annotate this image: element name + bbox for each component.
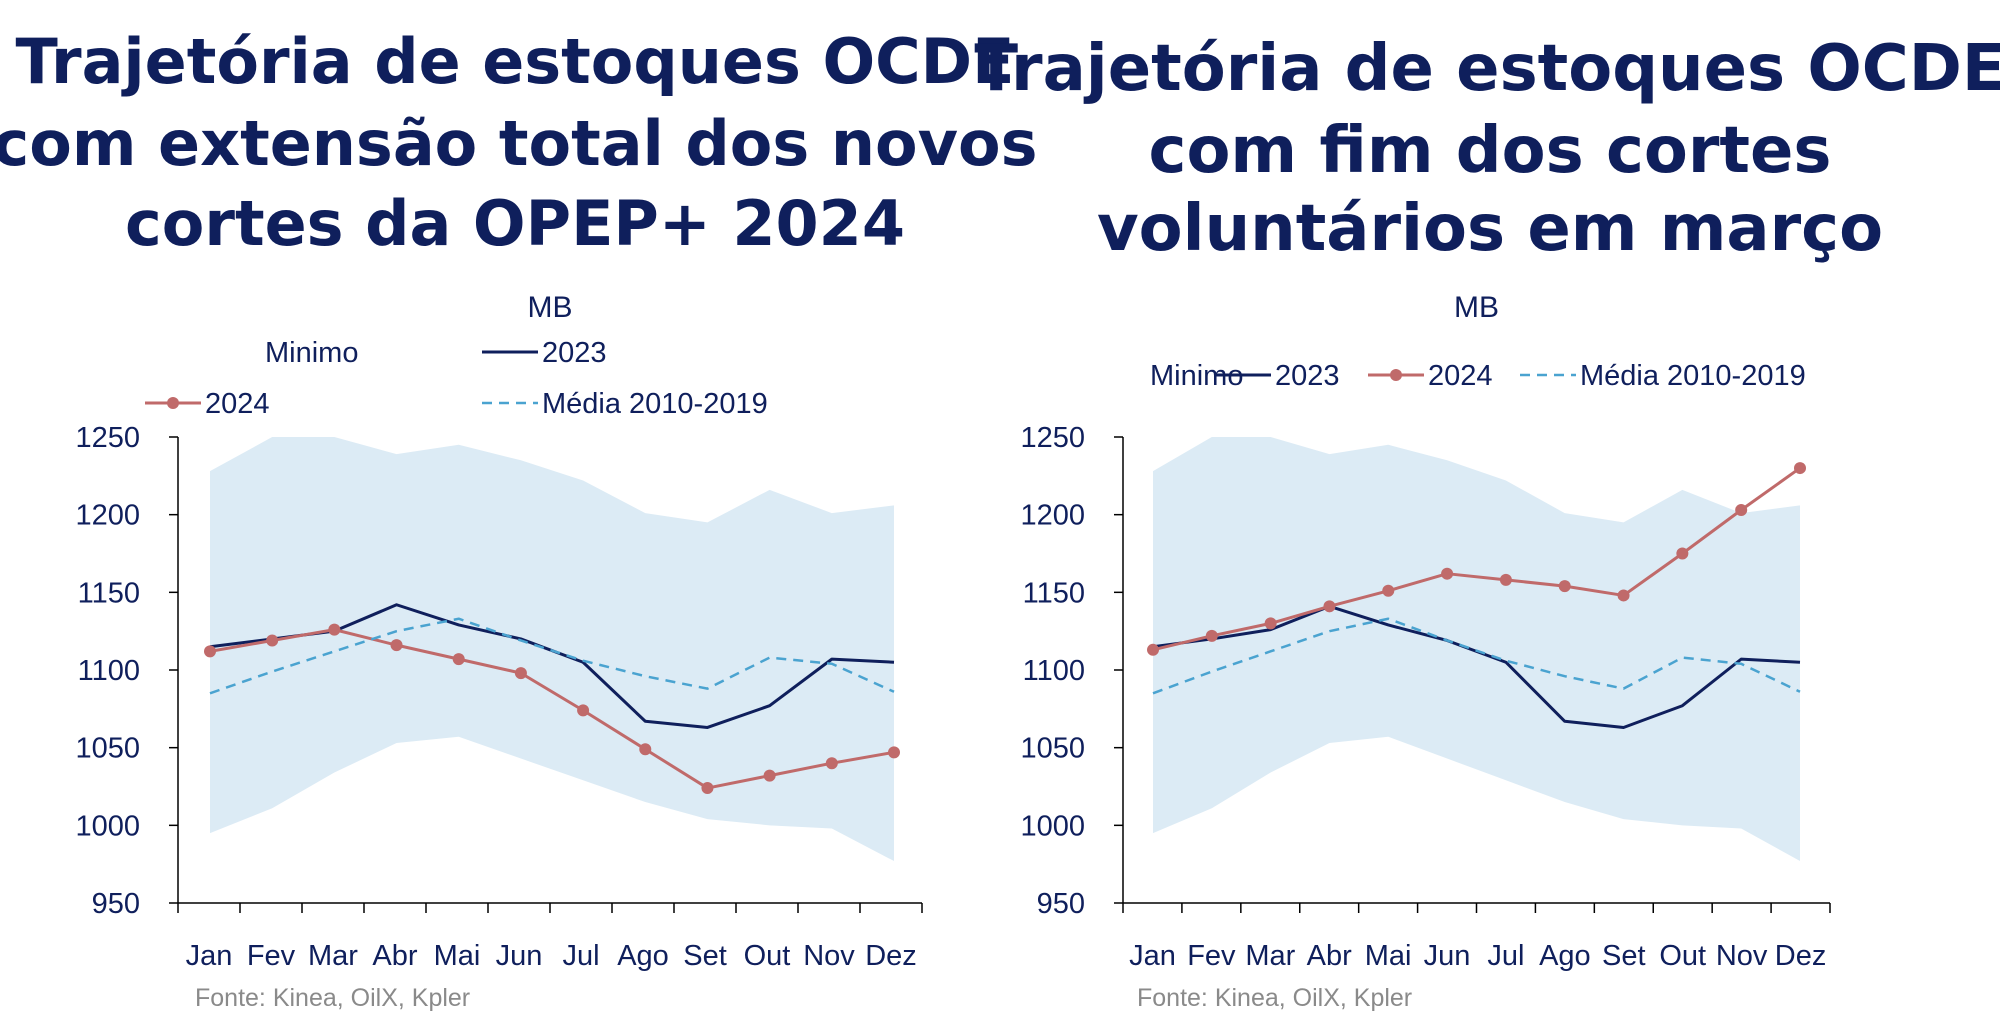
y-tick-label: 1100 [1023,655,1085,687]
series-point-2024 [1264,617,1277,630]
y-tick-label: 1000 [75,810,140,842]
x-tick-label: Fev [247,940,296,972]
y-tick-label: 1000 [1020,810,1085,842]
legend-label: 2023 [542,337,607,369]
x-tick-label: Jan [186,940,233,972]
minimo-band [1153,437,1800,862]
source-note: Fonte: Kinea, OilX, Kpler [195,984,470,1012]
series-point-2024 [204,645,216,658]
plot-area [1147,437,1806,862]
chart-title-line: voluntários em março [1097,192,1883,266]
x-tick-label: Ago [617,940,669,972]
x-tick-label: Dez [1775,940,1827,972]
series-point-2024 [1617,589,1630,602]
x-tick-label: Mai [434,940,481,972]
x-tick-label: Nov [1716,940,1768,972]
series-point-2024 [390,639,403,652]
x-tick-label: Jul [1487,940,1524,972]
series-point-2024 [1558,580,1571,593]
y-tick-label: 1250 [75,422,140,454]
x-tick-label: Fev [1187,940,1236,972]
chart-title-line: cortes da OPEP+ 2024 [125,187,905,260]
series-line-2024 [1152,466,1801,652]
series-point-2024 [514,667,527,680]
x-tick-label: Jul [562,940,599,972]
series-point-2024 [1323,600,1336,613]
series-point-2024 [1794,462,1806,475]
y-tick-label: 1150 [1023,577,1085,609]
series-point-2024 [1147,643,1159,656]
legend-marker [1390,369,1402,381]
unit-label: MB [528,291,573,324]
source-note: Fonte: Kinea, OilX, Kpler [1137,984,1412,1012]
legend-label: Média 2010-2019 [1580,360,1806,392]
x-tick-label: Jun [1424,940,1471,972]
chart-title-line: com fim dos cortes [1149,114,1832,188]
x-tick-label: Abr [372,940,417,972]
legend-label: 2023 [1275,360,1340,392]
series-point-2024 [1676,547,1689,560]
chart-title-line: Trajetória de estoques OCDE [16,25,1015,98]
x-tick-label: Set [1602,940,1646,972]
series-point-2024 [763,769,776,782]
series-point-2024 [266,634,279,647]
unit-label: MB [1454,291,1499,324]
series-line-m-dia-2010-2019 [1152,617,1801,695]
series-point-2024 [452,653,465,666]
series-point-2024 [1382,584,1395,597]
y-tick-label: 1250 [1020,422,1085,454]
series-point-2024 [1499,573,1512,586]
y-tick-label: 950 [92,888,140,920]
x-tick-label: Out [744,940,791,972]
legend-label-minimo: Minimo [265,337,358,369]
x-tick-label: Abr [1307,940,1352,972]
y-tick-label: 950 [1037,888,1085,920]
series-line-2024 [209,628,895,790]
legend-label: 2024 [205,388,270,420]
x-tick-label: Jun [496,940,543,972]
chart-title-line: com extensão total dos novos [0,107,1037,180]
x-tick-label: Out [1659,940,1706,972]
series-line-m-dia-2010-2019 [209,617,895,695]
series-point-2024 [1735,504,1748,517]
series-point-2024 [639,743,652,756]
y-tick-label: 1150 [78,577,140,609]
x-tick-label: Ago [1539,940,1591,972]
series-point-2024 [577,704,590,717]
chart-panel-right: Trajetória de estoques OCDE com fim dos c… [974,32,2000,1012]
x-tick-label: Set [683,940,727,972]
legend-label: Média 2010-2019 [542,388,768,420]
series-point-2024 [1441,567,1454,580]
legend-label: 2024 [1428,360,1493,392]
y-tick-label: 1050 [1020,733,1085,765]
x-tick-label: Jan [1129,940,1176,972]
x-tick-label: Mar [308,940,358,972]
y-tick-label: 1200 [75,500,140,532]
plot-area [204,437,900,862]
chart-title-line: Trajetória de estoques OCDE [974,32,2000,106]
legend-marker [167,397,179,409]
series-point-2024 [701,782,714,795]
x-tick-label: Dez [865,940,917,972]
x-tick-label: Mar [1245,940,1295,972]
x-tick-label: Mai [1365,940,1412,972]
series-point-2024 [1205,629,1218,642]
y-tick-label: 1200 [1020,500,1085,532]
y-tick-label: 1100 [78,655,140,687]
series-point-2024 [888,746,900,759]
chart-panel-left: Trajetória de estoques OCDE com extensão … [0,25,1037,1012]
series-point-2024 [328,623,341,636]
series-point-2024 [825,757,838,770]
y-tick-label: 1050 [75,733,140,765]
x-tick-label: Nov [803,940,855,972]
